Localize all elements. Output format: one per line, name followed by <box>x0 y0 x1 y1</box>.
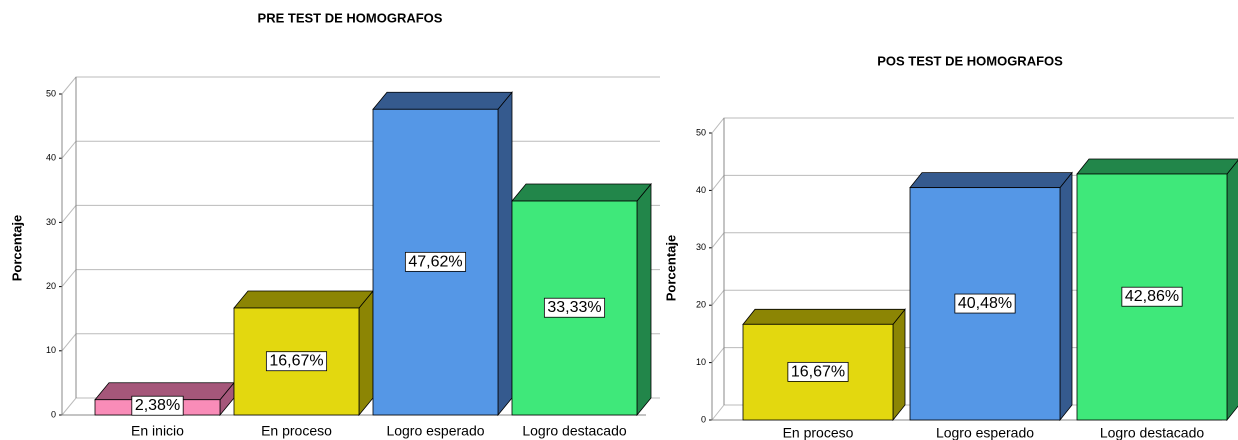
x-tick-label: Logro esperado <box>936 425 1034 440</box>
bar-top <box>511 183 652 202</box>
value-label: 42,86% <box>1125 288 1179 305</box>
value-label: 33,33% <box>547 299 601 316</box>
y-axis-title: Porcentaje <box>9 215 24 281</box>
x-tick-label: En proceso <box>261 423 332 439</box>
y-tick-label: 0 <box>51 409 56 419</box>
y-tick-label: 10 <box>696 357 706 367</box>
y-tick-label: 30 <box>696 242 706 252</box>
value-label-box <box>1121 286 1183 307</box>
bar-side <box>497 91 513 417</box>
chart-title: PRE TEST DE HOMOGRAFOS <box>258 10 443 25</box>
bar-side <box>358 289 374 417</box>
value-label-box <box>787 361 849 382</box>
grid-line <box>61 140 660 159</box>
x-tick-label: Logro destacado <box>522 423 627 439</box>
bar-side <box>1226 159 1238 422</box>
grid-line <box>61 76 660 95</box>
value-label: 16,67% <box>269 353 323 370</box>
y-axis-title: Porcentaje <box>663 235 678 301</box>
x-tick-label: Logro esperado <box>386 423 484 439</box>
value-label-box <box>404 251 467 272</box>
y-tick-label: 50 <box>696 127 706 137</box>
y-tick-label: 40 <box>46 153 56 163</box>
bar-top <box>233 290 374 309</box>
bar-side <box>636 182 652 417</box>
y-tick-label: 20 <box>46 281 56 291</box>
bar-top <box>742 308 906 325</box>
value-label-box <box>543 297 606 318</box>
y-tick-label: 50 <box>46 88 56 98</box>
chart-title: POS TEST DE HOMOGRAFOS <box>877 53 1063 68</box>
bar-top <box>909 172 1073 189</box>
y-tick-label: 30 <box>46 217 56 227</box>
value-label: 2,38% <box>135 397 180 414</box>
y-tick-label: 10 <box>46 345 56 355</box>
y-tick-label: 40 <box>696 185 706 195</box>
bar-top <box>1076 158 1238 175</box>
bar-side <box>892 308 906 422</box>
value-label-box <box>265 351 328 372</box>
value-label: 40,48% <box>958 295 1012 312</box>
bar-side <box>1059 171 1073 422</box>
value-label: 16,67% <box>791 363 845 380</box>
x-tick-label: En inicio <box>131 423 184 439</box>
x-tick-label: Logro destacado <box>1100 425 1205 440</box>
value-label: 47,62% <box>408 253 462 270</box>
x-tick-label: En proceso <box>783 425 854 440</box>
bar-top <box>372 91 513 110</box>
value-label-box <box>954 293 1016 314</box>
y-tick-label: 0 <box>701 414 706 424</box>
grid-line <box>711 117 1234 134</box>
value-label-box <box>131 395 184 416</box>
y-tick-label: 20 <box>696 300 706 310</box>
